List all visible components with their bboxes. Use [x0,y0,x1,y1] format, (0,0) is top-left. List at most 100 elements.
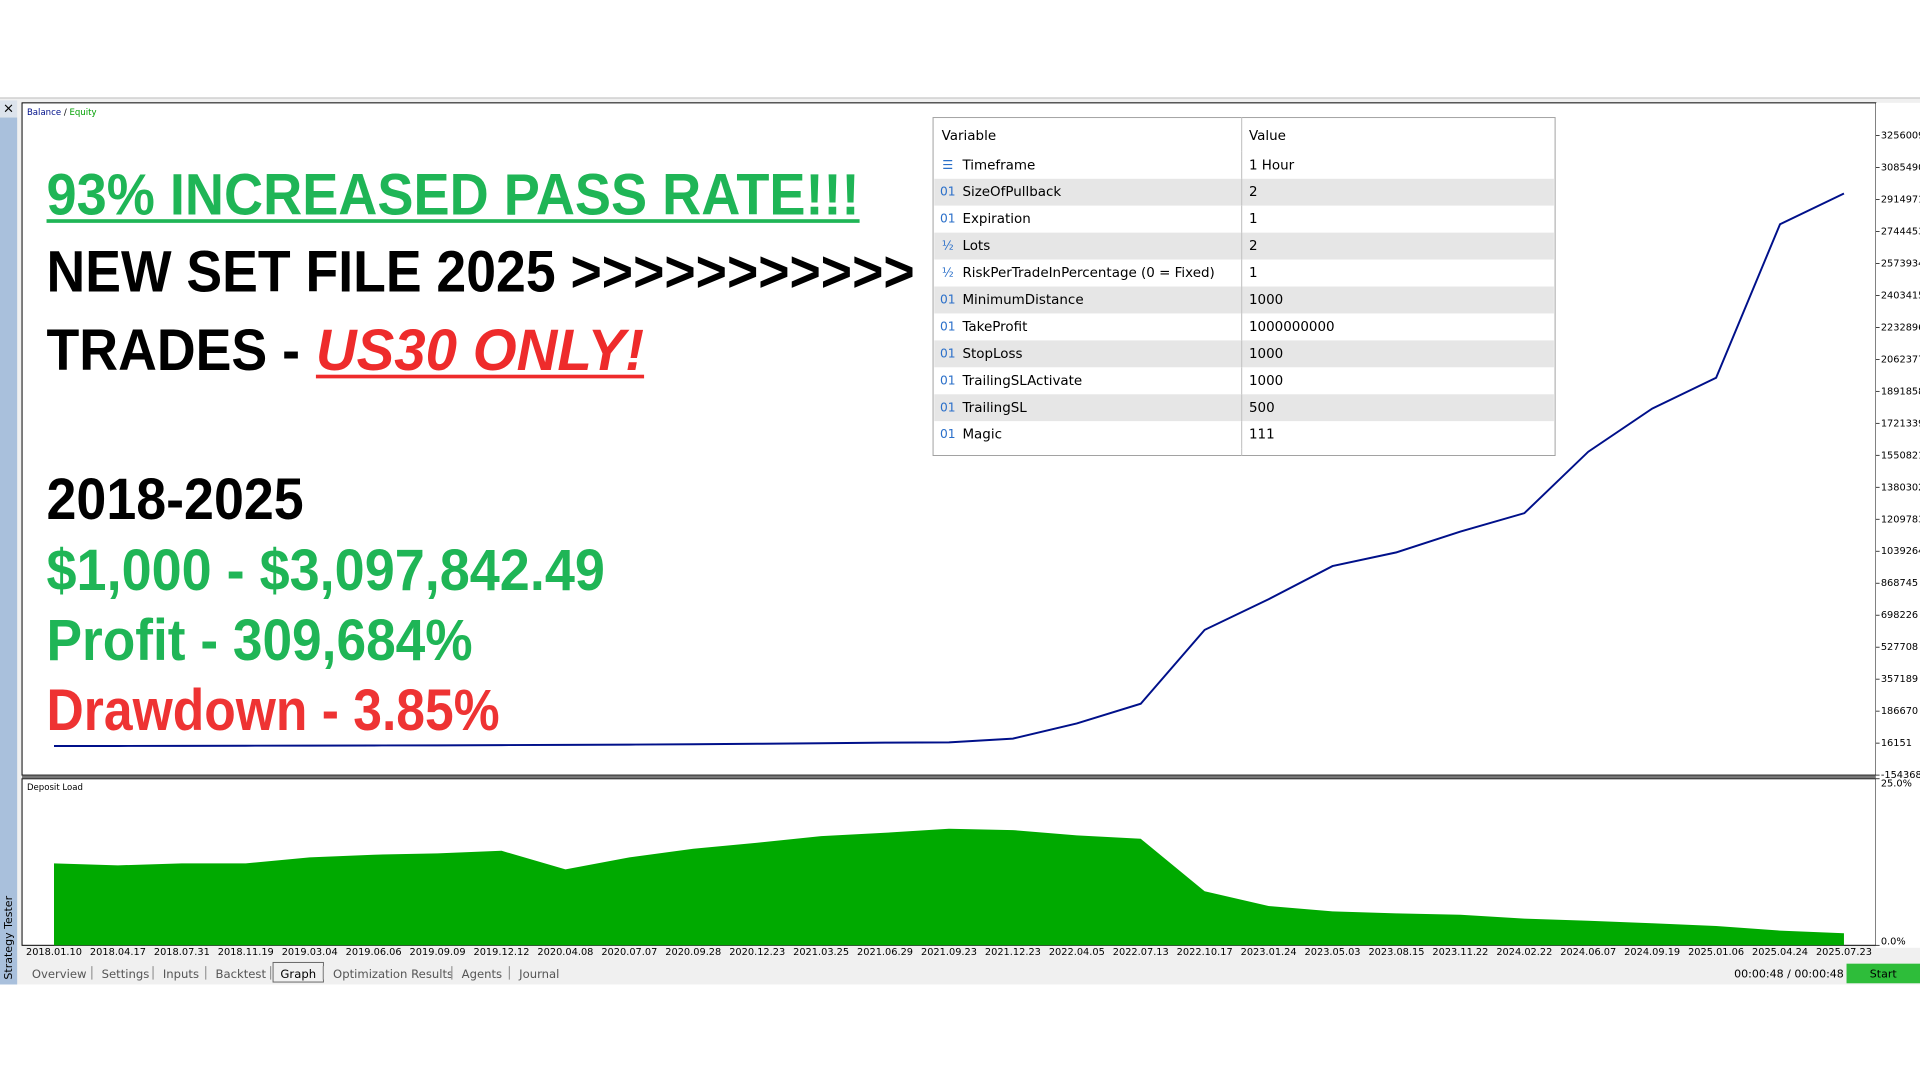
row-icon: 01 [940,346,956,360]
chart-layer: -154368 16151 186670 357189 527708 698226 8687… [26,108,1920,958]
row-variable: Expiration [962,212,1030,227]
x-tick-label: 2019.03.04 [282,947,338,958]
row-variable: RiskPerTradeInPercentage (0 = Fixed) [962,266,1214,281]
underline [46,219,860,223]
table-row [934,421,1554,449]
row-variable: MinimumDistance [962,293,1083,308]
x-tick-label: 2021.06.29 [857,947,913,958]
row-value: 1000 [1249,293,1283,308]
x-tick-label: 2020.07.07 [601,947,657,958]
y-tick-label: 25.0% [1881,779,1912,790]
headline-text: NEW SET FILE 2025 >>>>>>>>>>> [47,239,915,304]
table-row [934,178,1554,206]
table-row [934,313,1554,341]
row-variable: Magic [962,428,1002,443]
row-icon: ☰ [942,158,953,172]
tab[interactable]: Graph [280,967,316,981]
x-tick-label: 2025.04.24 [1752,947,1808,958]
axis-bg [1875,102,1920,948]
x-tick-label: 2022.04.05 [1049,947,1105,958]
x-tick-label: 2024.09.19 [1624,947,1680,958]
inputs-table: Variable Value ☰ Timeframe 1 Hour 01 SizeOfPul… [932,117,1556,456]
panel-title: Deposit Load [27,783,83,793]
tab[interactable]: Settings [102,967,150,981]
y-tick-label: -154368 [1881,770,1920,781]
row-icon: 01 [940,212,956,226]
table-row [934,232,1554,260]
tab[interactable]: Overview [32,967,87,981]
x-tick-label: 2023.08.15 [1368,947,1424,958]
y-tick-label: 2573934 [1881,258,1920,269]
side-title: Strategy Tester [2,895,15,979]
y-tick-label: 698226 [1881,610,1918,621]
x-tick-label: 2018.04.17 [90,947,146,958]
x-tick-label: 2021.03.25 [793,947,849,958]
y-tick-label: 16151 [1881,738,1912,749]
row-variable: StopLoss [962,347,1022,362]
table-header: Value [1249,129,1286,144]
start-label[interactable]: Start [1870,968,1898,981]
table-row [934,259,1554,287]
tab[interactable]: Journal [518,967,559,981]
x-tick-label: 2020.09.28 [665,947,721,958]
row-value: 1 Hour [1249,158,1295,173]
y-tick-label: 527708 [1881,642,1918,653]
start-button[interactable] [1846,963,1920,984]
x-tick-label: 2018.11.19 [218,947,274,958]
side-bar-strip [0,117,18,985]
row-value: 2 [1249,185,1258,200]
headline-text: 2018-2025 [47,467,304,532]
x-tick-label: 2023.11.22 [1432,947,1488,958]
x-tick-label: 2020.04.08 [537,947,593,958]
x-tick-label: 2019.06.06 [346,947,402,958]
x-tick-label: 2025.07.23 [1816,947,1872,958]
table-row [934,367,1554,395]
x-tick-label: 2024.06.07 [1560,947,1616,958]
tab[interactable]: Agents [462,967,502,981]
y-tick-label: 186670 [1881,706,1918,717]
legend-equity: Equity [69,108,96,118]
table-row [934,286,1554,314]
legend-balance: Balance [27,108,61,118]
row-variable: Lots [962,239,990,254]
table-row [934,340,1554,368]
row-icon: 01 [940,400,956,414]
close-button[interactable]: × [3,102,14,117]
y-tick-label: 2232896 [1881,322,1920,333]
row-variable: TrailingSL [961,401,1027,416]
row-icon: ½ [942,266,954,280]
y-tick-label: 1721339 [1881,418,1920,429]
y-tick-label: 1380302 [1881,482,1920,493]
y-tick-label: 2403415 [1881,290,1920,301]
row-icon: 01 [940,427,956,441]
balance-line [53,192,1845,747]
row-value: 1000 [1249,374,1283,389]
headline-text: Drawdown - 3.85% [47,678,500,743]
y-tick-label: 1209783 [1881,514,1920,525]
table-row [934,205,1554,233]
headline-text: US30 ONLY! [316,318,644,383]
tab[interactable]: Backtest [216,967,267,981]
x-tick-label: 2023.01.24 [1241,947,1297,958]
headline-text: TRADES - [47,318,300,383]
y-tick-label: 3085490 [1881,162,1920,173]
headline-text: 93% INCREASED PASS RATE!!! [47,162,860,227]
x-tick-label: 2019.12.12 [473,947,529,958]
x-tick-label: 2023.05.03 [1305,947,1361,958]
y-tick-label: 2062377 [1881,354,1920,365]
legend: Balance / Equity [27,108,97,118]
table-row [934,151,1554,179]
table-row [934,394,1554,422]
x-tick-label: 2018.07.31 [154,947,210,958]
tab[interactable]: Optimization Results [333,967,453,981]
row-value: 1000000000 [1249,320,1335,335]
y-tick-label: 357189 [1881,674,1918,685]
elapsed-time: 00:00:48 / 00:00:48 [1734,968,1844,981]
x-tick-label: 2021.09.23 [921,947,977,958]
tab[interactable]: Inputs [163,967,199,981]
row-value: 1 [1249,212,1258,227]
